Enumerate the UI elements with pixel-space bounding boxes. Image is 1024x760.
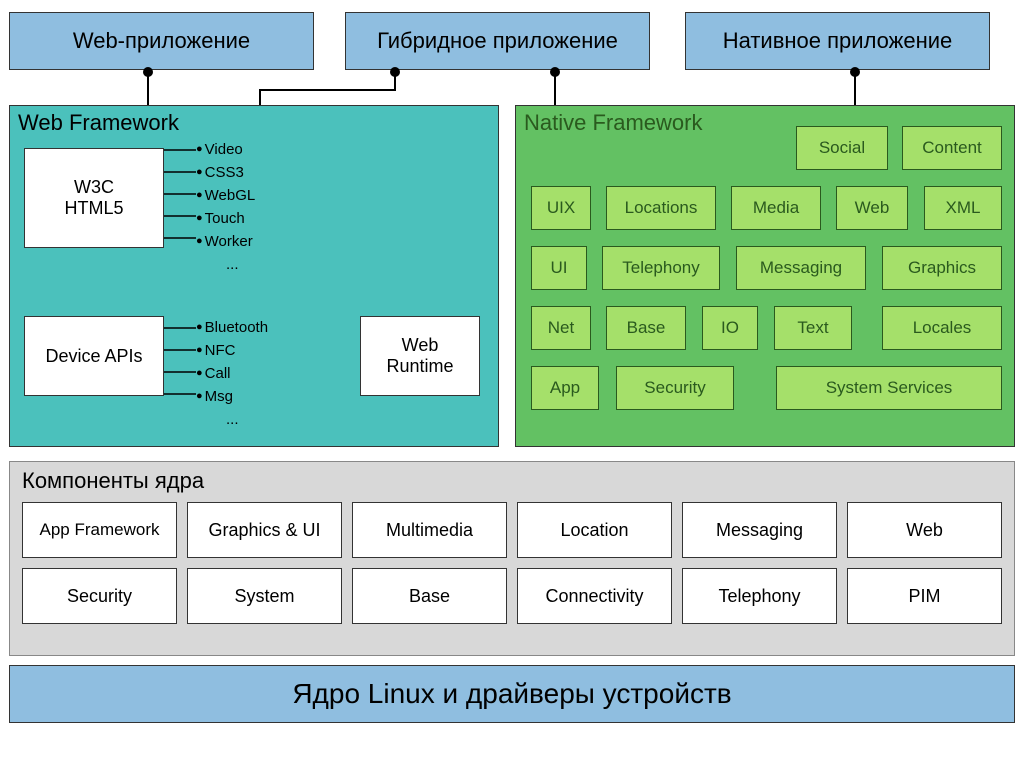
native-io: IO [702,306,758,350]
web-runtime-box: Web Runtime [360,316,480,396]
device-apis-box: Device APIs [24,316,164,396]
w3c-more: ... [196,253,255,276]
framework-row: Web Framework W3C HTML5 Device APIs Web … [9,105,1015,447]
native-system-services: System Services [776,366,1002,410]
kernel-cell: Base [352,568,507,624]
top-web-app: Web-приложение [9,12,314,70]
w3c-item: Worker [196,230,255,253]
w3c-item: Video [196,138,255,161]
top-hybrid-app: Гибридное приложение [345,12,650,70]
w3c-bullets: Video CSS3 WebGL Touch Worker ... [196,138,255,276]
native-graphics: Graphics [882,246,1002,290]
kernel-cell: Web [847,502,1002,558]
device-more: ... [196,408,268,431]
kernel-cell: System [187,568,342,624]
top-web-label: Web-приложение [73,28,250,54]
native-xml: XML [924,186,1002,230]
native-locations: Locations [606,186,716,230]
device-item: Msg [196,385,268,408]
kernel-cell: Telephony [682,568,837,624]
top-native-app: Нативное приложение [685,12,990,70]
native-framework-panel: Native Framework Social Content UIX Loca… [515,105,1015,447]
kernel-cell: Security [22,568,177,624]
top-native-label: Нативное приложение [723,28,953,54]
linux-kernel-label: Ядро Linux и драйверы устройств [292,678,731,710]
w3c-item: WebGL [196,184,255,207]
native-locales: Locales [882,306,1002,350]
device-item: Bluetooth [196,316,268,339]
kernel-cell: Messaging [682,502,837,558]
native-text: Text [774,306,852,350]
linux-kernel-bar: Ядро Linux и драйверы устройств [9,665,1015,723]
web-framework-title: Web Framework [10,106,498,140]
kernel-title: Компоненты ядра [22,468,1002,494]
kernel-cell: Graphics & UI [187,502,342,558]
native-content: Content [902,126,1002,170]
native-media: Media [731,186,821,230]
kernel-cell: PIM [847,568,1002,624]
web-framework-panel: Web Framework W3C HTML5 Device APIs Web … [9,105,499,447]
device-item: Call [196,362,268,385]
native-uix: UIX [531,186,591,230]
native-web: Web [836,186,908,230]
w3c-html5-box: W3C HTML5 [24,148,164,248]
native-telephony: Telephony [602,246,720,290]
device-bullets: Bluetooth NFC Call Msg ... [196,316,268,431]
top-hybrid-label: Гибридное приложение [377,28,618,54]
native-net: Net [531,306,591,350]
native-security: Security [616,366,734,410]
kernel-components-panel: Компоненты ядра App Framework Graphics &… [9,461,1015,656]
native-base: Base [606,306,686,350]
w3c-item: CSS3 [196,161,255,184]
w3c-item: Touch [196,207,255,230]
kernel-cell: Multimedia [352,502,507,558]
native-app: App [531,366,599,410]
kernel-cell: Location [517,502,672,558]
native-social: Social [796,126,888,170]
kernel-grid: App Framework Graphics & UI Multimedia L… [22,502,1002,624]
device-item: NFC [196,339,268,362]
native-ui: UI [531,246,587,290]
native-messaging: Messaging [736,246,866,290]
kernel-cell: Connectivity [517,568,672,624]
kernel-cell: App Framework [22,502,177,558]
